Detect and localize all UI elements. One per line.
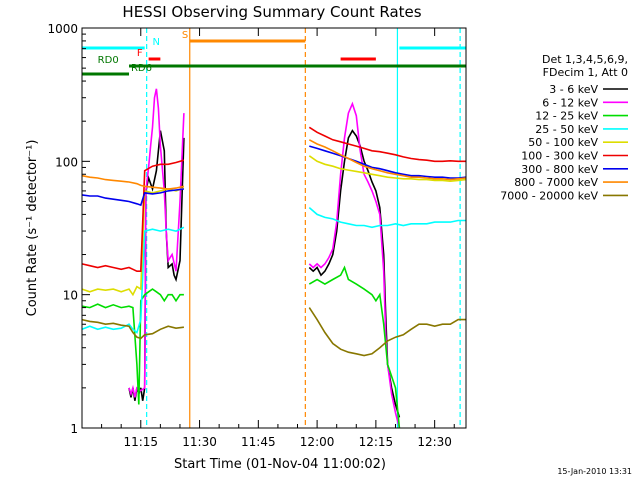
y-tick-label-3: 1000 (47, 22, 78, 36)
x-axis-label: Start Time (01-Nov-04 11:00:02) (174, 457, 386, 472)
series-line-2-0 (81, 288, 184, 405)
legend-label-6: 300 - 800 keV (521, 163, 598, 176)
flag-tag-saa: N (153, 37, 160, 48)
series-line-4-1 (308, 155, 467, 183)
series-line-7-1 (308, 139, 467, 181)
series-line-3-0 (81, 226, 185, 334)
series-line-8-0 (81, 318, 185, 340)
series-line-1-1 (308, 101, 401, 429)
series-line-5-0 (81, 159, 185, 272)
series-line-6-0 (81, 188, 185, 207)
legend-label-8: 7000 - 20000 keV (500, 189, 598, 202)
series-line-0-1 (308, 129, 401, 418)
legend-label-5: 100 - 300 keV (521, 150, 598, 163)
x-tick-label-4: 12:15 (359, 435, 394, 449)
series-line-4-0 (81, 187, 185, 297)
series-line-8-1 (308, 307, 466, 357)
x-tick-label-3: 12:00 (300, 435, 335, 449)
legend-label-7: 800 - 7000 keV (514, 176, 598, 189)
flag-tag-flare: F (137, 48, 143, 59)
chart-title: HESSI Observing Summary Count Rates (122, 3, 421, 21)
series-line-5-1 (308, 126, 466, 163)
legend-label-1: 6 - 12 keV (542, 96, 598, 109)
legend-header-0: Det 1,3,4,5,6,9, (542, 53, 628, 66)
series-line-2-1 (308, 265, 401, 429)
x-tick-label-1: 11:30 (182, 435, 217, 449)
y-axis-label: Count Rate (s⁻¹ detector⁻¹) (25, 140, 40, 317)
y-tick-label-0: 1 (70, 422, 78, 436)
generated-timestamp: 15-Jan-2010 13:31 (557, 467, 632, 476)
y-tick-label-1: 10 (63, 289, 78, 303)
legend-label-4: 50 - 100 keV (528, 136, 598, 149)
y-tick-label-2: 100 (55, 155, 78, 169)
x-tick-label-0: 11:15 (123, 435, 158, 449)
flag-tag-rd6: RD6 (131, 63, 152, 74)
legend-label-3: 25 - 50 keV (535, 123, 598, 136)
series-line-7-0 (81, 174, 185, 190)
series-line-6-1 (309, 145, 467, 179)
x-tick-label-5: 12:30 (417, 435, 452, 449)
flag-tag-s: S (182, 30, 188, 41)
flag-tag-rd0: RD0 (98, 55, 119, 66)
series-line-3-1 (308, 206, 466, 229)
series-line-1-0 (128, 88, 185, 398)
plot-frame (81, 27, 467, 429)
legend-label-2: 12 - 25 keV (535, 110, 598, 123)
legend-label-0: 3 - 6 keV (549, 83, 598, 96)
legend-header-1: FDecim 1, Att 0 (543, 66, 628, 79)
x-tick-label-2: 11:45 (241, 435, 276, 449)
